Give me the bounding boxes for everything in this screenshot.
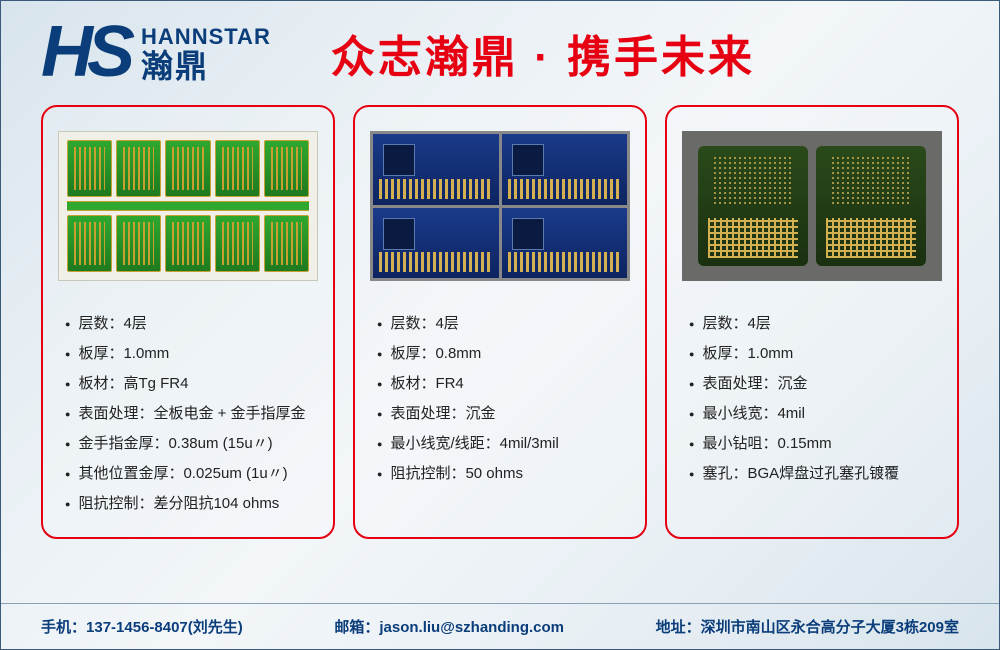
product-image-1 — [57, 121, 319, 291]
logo-text-group: HANNSTAR 瀚鼎 — [141, 24, 271, 82]
spec-item: 阻抗控制：差分阻抗104 ohms — [65, 489, 319, 519]
pcb-dark-twin-illustration — [682, 131, 942, 281]
spec-item: 表面处理：沉金 — [377, 399, 631, 429]
product-image-2 — [369, 121, 631, 291]
spec-item: 板厚：1.0mm — [689, 339, 943, 369]
spec-item: 最小线宽：4mil — [689, 399, 943, 429]
contact-phone: 手机：137-1456-8407(刘先生) — [41, 616, 243, 637]
spec-item: 表面处理：全板电金 + 金手指厚金 — [65, 399, 319, 429]
spec-item: 板厚：0.8mm — [377, 339, 631, 369]
spec-item: 层数：4层 — [65, 309, 319, 339]
spec-item: 最小线宽/线距：4mil/3mil — [377, 429, 631, 459]
product-card-2: 层数：4层 板厚：0.8mm 板材：FR4 表面处理：沉金 最小线宽/线距：4m… — [353, 105, 647, 539]
logo-mark: HS — [41, 24, 129, 82]
address-label: 地址： — [656, 619, 701, 636]
email-value: jason.liu@szhanding.com — [379, 619, 564, 636]
logo-english: HANNSTAR — [141, 24, 271, 50]
spec-list-2: 层数：4层 板厚：0.8mm 板材：FR4 表面处理：沉金 最小线宽/线距：4m… — [369, 309, 631, 489]
pcb-green-array-illustration — [58, 131, 318, 281]
phone-value: 137-1456-8407(刘先生) — [86, 619, 243, 636]
spec-item: 板厚：1.0mm — [65, 339, 319, 369]
pcb-blue-quad-illustration — [370, 131, 630, 281]
spec-item: 板材：FR4 — [377, 369, 631, 399]
product-card-1: 层数：4层 板厚：1.0mm 板材：高Tg FR4 表面处理：全板电金 + 金手… — [41, 105, 335, 539]
spec-list-1: 层数：4层 板厚：1.0mm 板材：高Tg FR4 表面处理：全板电金 + 金手… — [57, 309, 319, 519]
spec-list-3: 层数：4层 板厚：1.0mm 表面处理：沉金 最小线宽：4mil 最小钻咀：0.… — [681, 309, 943, 489]
contact-email: 邮箱：jason.liu@szhanding.com — [334, 616, 564, 637]
contact-footer: 手机：137-1456-8407(刘先生) 邮箱：jason.liu@szhan… — [1, 603, 999, 649]
slogan-text: 众志瀚鼎 · 携手未来 — [331, 21, 755, 85]
spec-item: 金手指金厚：0.38um (15u〃) — [65, 429, 319, 459]
email-label: 邮箱： — [334, 619, 379, 636]
spec-item: 最小钻咀：0.15mm — [689, 429, 943, 459]
product-cards-row: 层数：4层 板厚：1.0mm 板材：高Tg FR4 表面处理：全板电金 + 金手… — [1, 95, 999, 539]
spec-item: 板材：高Tg FR4 — [65, 369, 319, 399]
spec-item: 层数：4层 — [689, 309, 943, 339]
spec-item: 表面处理：沉金 — [689, 369, 943, 399]
address-value: 深圳市南山区永合高分子大厦3栋209室 — [701, 619, 959, 636]
product-image-3 — [681, 121, 943, 291]
logo-chinese: 瀚鼎 — [141, 50, 271, 82]
spec-item: 其他位置金厚：0.025um (1u〃) — [65, 459, 319, 489]
phone-label: 手机： — [41, 619, 86, 636]
spec-item: 塞孔：BGA焊盘过孔塞孔镀覆 — [689, 459, 943, 489]
header: HS HANNSTAR 瀚鼎 众志瀚鼎 · 携手未来 — [1, 1, 999, 95]
spec-item: 层数：4层 — [377, 309, 631, 339]
product-card-3: 层数：4层 板厚：1.0mm 表面处理：沉金 最小线宽：4mil 最小钻咀：0.… — [665, 105, 959, 539]
contact-address: 地址：深圳市南山区永合高分子大厦3栋209室 — [656, 616, 959, 637]
brand-logo: HS HANNSTAR 瀚鼎 — [41, 24, 271, 82]
spec-item: 阻抗控制：50 ohms — [377, 459, 631, 489]
